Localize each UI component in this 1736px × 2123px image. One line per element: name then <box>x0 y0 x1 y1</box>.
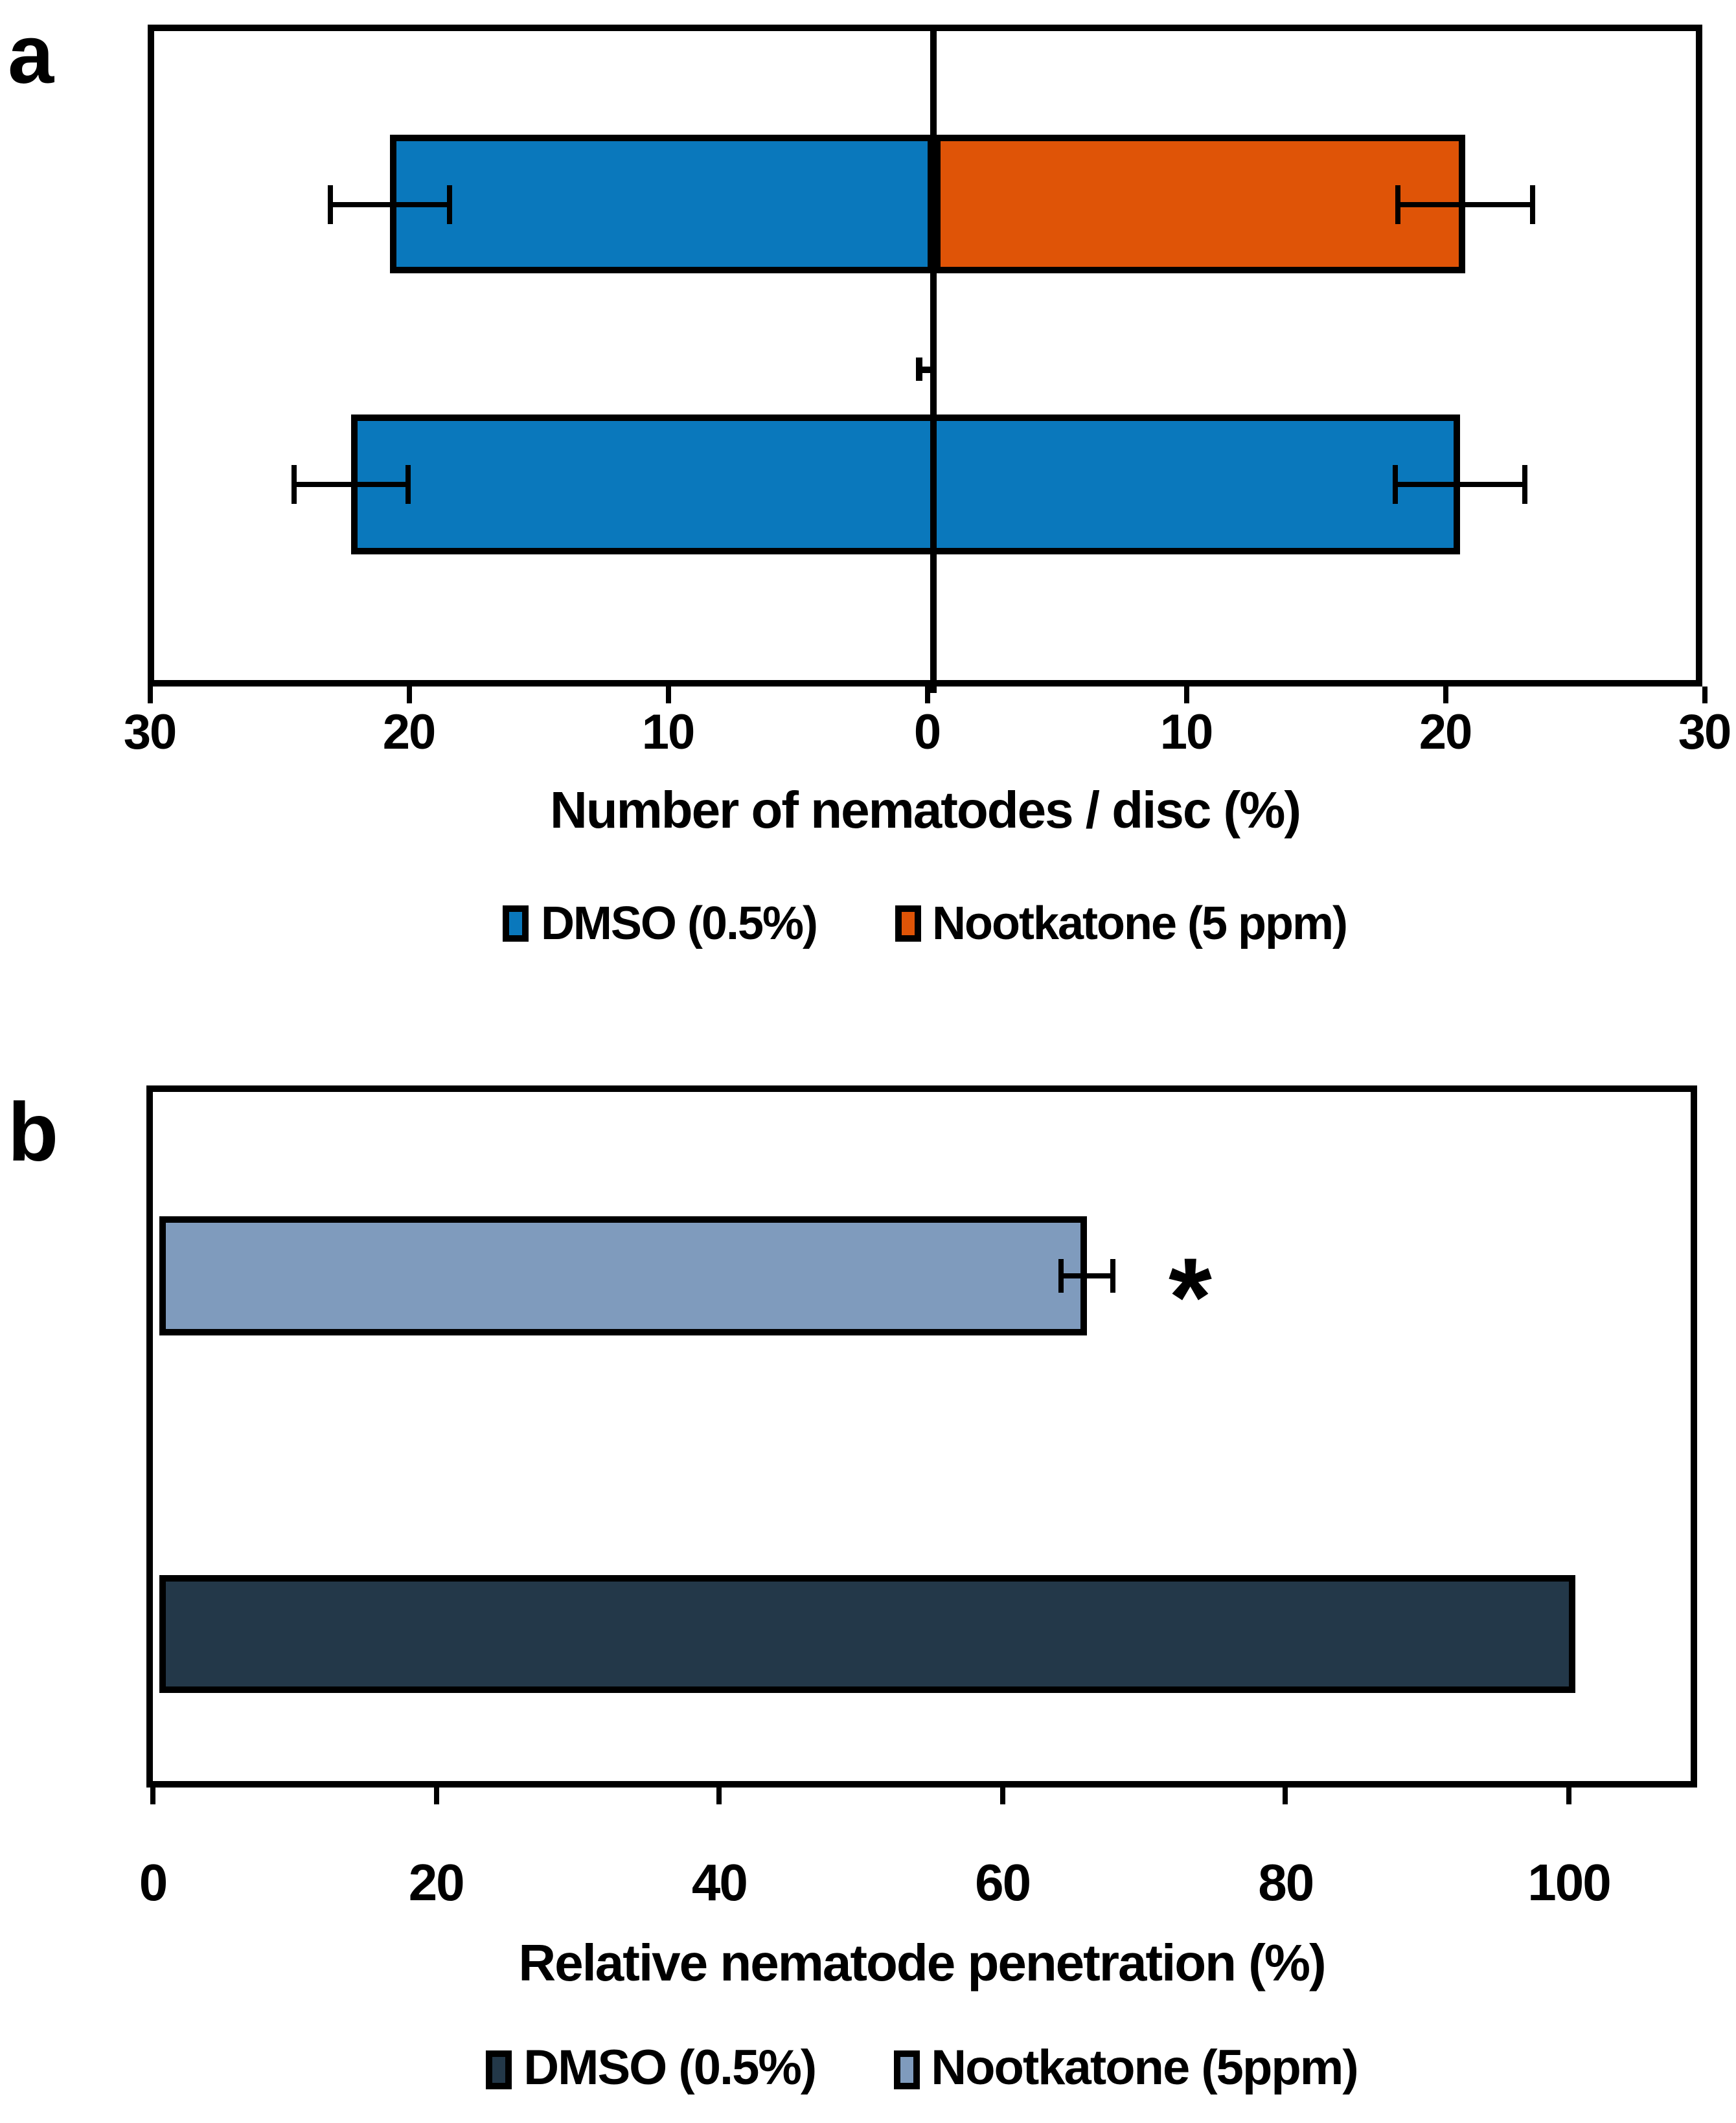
x-axis-tick-label: 0 <box>139 1855 168 1912</box>
panel-a-legend: DMSO (0.5%) Nootkatone (5 ppm) <box>148 896 1702 951</box>
panel-a-x-axis-title: Number of nematodes / disc (%) <box>550 782 1301 839</box>
error-bar-cap <box>405 465 410 504</box>
legend-label: Nootkatone (5ppm) <box>931 2041 1358 2096</box>
x-axis-tick-label: 0 <box>913 706 941 760</box>
legend-item: Nootkatone (5ppm) <box>893 2041 1359 2097</box>
error-bar-cap <box>1110 1258 1115 1292</box>
x-axis-tick-mark <box>1183 687 1189 703</box>
error-bar-cap <box>1529 185 1535 223</box>
x-axis-tick-label: 80 <box>1258 1855 1314 1912</box>
legend-item: DMSO (0.5%) <box>486 2041 817 2097</box>
legend-swatch-icon <box>486 2050 512 2089</box>
legend-swatch-icon <box>503 905 529 942</box>
panel-b-x-axis-title: Relative nematode penetration (%) <box>518 1935 1326 1992</box>
panel-b-plot-area: * <box>146 1085 1697 1788</box>
x-axis-tick-label: 30 <box>1678 706 1732 760</box>
x-axis-tick-mark <box>406 687 411 703</box>
x-axis-tick-mark <box>1283 1788 1288 1804</box>
x-axis-tick-mark <box>150 1788 155 1804</box>
x-axis-tick-label: 10 <box>1159 706 1214 760</box>
error-bar-cap <box>1395 185 1400 223</box>
legend-label: DMSO (0.5%) <box>523 2041 817 2096</box>
bar-DMSO (0.5%) <box>389 135 933 273</box>
x-axis-tick-mark <box>999 1788 1005 1804</box>
panel-a-plot-inner <box>161 31 1689 693</box>
x-axis-tick-label: 20 <box>382 706 437 760</box>
legend-swatch-icon <box>895 905 921 942</box>
panel-b-legend: DMSO (0.5%) Nootkatone (5ppm) <box>146 2041 1697 2097</box>
zero-value-whisker-cap <box>915 358 922 381</box>
bar-DMSO (0.5%) <box>159 1574 1575 1692</box>
zero-value-whisker-line <box>918 366 933 372</box>
bar-DMSO (0.5%) <box>350 414 1459 554</box>
panel-b-plot-inner: * <box>159 1098 1684 1775</box>
x-axis-tick-label: 30 <box>123 706 177 760</box>
x-axis-tick-label: 60 <box>975 1855 1031 1912</box>
x-axis-tick-mark <box>1702 687 1707 703</box>
error-bar-line <box>1397 201 1532 207</box>
x-axis-tick-mark <box>147 687 152 703</box>
legend-swatch-icon <box>893 2050 920 2089</box>
panel-b-letter: b <box>8 1085 58 1179</box>
legend-label: DMSO (0.5%) <box>540 896 818 949</box>
error-bar-cap <box>1392 465 1397 504</box>
panel-a: a 30 20 10 0 10 20 30 Number of nematodes / di… <box>0 0 1736 1036</box>
error-bar-cap <box>327 185 332 223</box>
bar-Nootkatone (5 ppm) <box>933 135 1465 273</box>
error-bar-cap <box>1522 465 1527 504</box>
panel-a-plot-area <box>148 25 1702 693</box>
error-bar-line <box>293 482 407 487</box>
x-axis-tick-mark <box>716 1788 722 1804</box>
x-axis-tick-mark <box>924 687 930 703</box>
x-axis-tick-mark <box>433 1788 439 1804</box>
x-axis-tick-label: 10 <box>641 706 696 760</box>
legend-item: Nootkatone (5 ppm) <box>895 896 1348 951</box>
legend-label: Nootkatone (5 ppm) <box>932 896 1348 949</box>
x-axis-tick-mark <box>665 687 670 703</box>
significance-asterisk: * <box>1168 1235 1212 1359</box>
error-bar-line <box>1061 1273 1113 1278</box>
error-bar-line <box>330 201 449 207</box>
x-axis-tick-label: 40 <box>691 1855 748 1912</box>
x-axis-tick-label: 20 <box>1419 706 1473 760</box>
zero-axis-line <box>930 31 937 693</box>
panel-b: b * 0 20 40 60 80 100 Relative nematode penet… <box>0 1036 1736 2123</box>
bar-Nootkatone (5ppm) <box>159 1216 1087 1335</box>
error-bar-cap <box>291 465 296 504</box>
panel-a-letter: a <box>8 8 54 101</box>
x-axis-tick-label: 20 <box>408 1855 465 1912</box>
error-bar-cap <box>1058 1258 1064 1292</box>
error-bar-cap <box>446 185 451 223</box>
x-axis-tick-mark <box>1443 687 1448 703</box>
x-axis-tick-mark <box>1566 1788 1571 1804</box>
legend-item: DMSO (0.5%) <box>503 896 818 951</box>
error-bar-line <box>1395 482 1524 487</box>
x-axis-tick-label: 100 <box>1527 1855 1612 1912</box>
